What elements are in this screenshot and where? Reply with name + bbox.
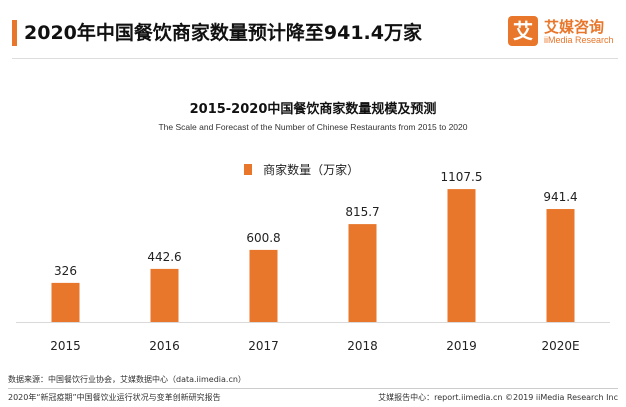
- chart-legend: 商家数量（万家）: [244, 159, 360, 177]
- data-label-2016: 442.6: [147, 250, 181, 264]
- data-label-2017: 600.8: [246, 231, 280, 245]
- x-tick-2018: 2018: [347, 339, 378, 353]
- data-label-2019: 1107.5: [441, 170, 483, 184]
- page-title: 2020年中国餐饮商家数量预计降至941.4万家: [24, 22, 422, 44]
- x-tick-2019: 2019: [446, 339, 477, 353]
- x-tick-2015: 2015: [50, 339, 81, 353]
- data-label-2015: 326: [54, 264, 77, 278]
- bar-2015: [51, 282, 80, 322]
- x-tick-2017: 2017: [248, 339, 279, 353]
- bar-2016: [150, 268, 179, 322]
- bar-2018: [348, 224, 377, 322]
- logo-mark: 艾: [508, 16, 538, 46]
- bar-2020E: [546, 209, 575, 322]
- x-tick-2016: 2016: [149, 339, 180, 353]
- title-accent-bar: [12, 20, 17, 46]
- logo-name-en: iiMedia Research: [544, 35, 614, 45]
- x-tick-2020E: 2020E: [541, 339, 579, 353]
- data-label-2018: 815.7: [345, 205, 379, 219]
- header-divider: [12, 58, 618, 59]
- bar-2019: [447, 189, 476, 322]
- data-label-2020E: 941.4: [543, 190, 577, 204]
- data-source-note: 数据来源：中国餐饮行业协会，艾媒数据中心（data.iimedia.cn）: [8, 375, 246, 384]
- legend-label: 商家数量（万家）: [263, 163, 360, 177]
- logo-name-cn: 艾媒咨询: [544, 18, 605, 36]
- legend-swatch: [244, 164, 252, 175]
- chart-subtitle: The Scale and Forecast of the Number of …: [158, 122, 468, 132]
- iimedia-logo: 艾 艾媒咨询 iiMedia Research: [508, 14, 618, 50]
- footer-divider: [8, 388, 618, 389]
- footer-report-site: 艾媒报告中心：report.iimedia.cn ©2019 iiMedia R…: [378, 393, 618, 402]
- chart-title: 2015-2020中国餐饮商家数量规模及预测: [189, 102, 437, 117]
- footer-report-name: 2020年“新冠疫期”中国餐饮业运行状况与变革创新研究报告: [8, 393, 221, 402]
- bar-2017: [249, 249, 278, 322]
